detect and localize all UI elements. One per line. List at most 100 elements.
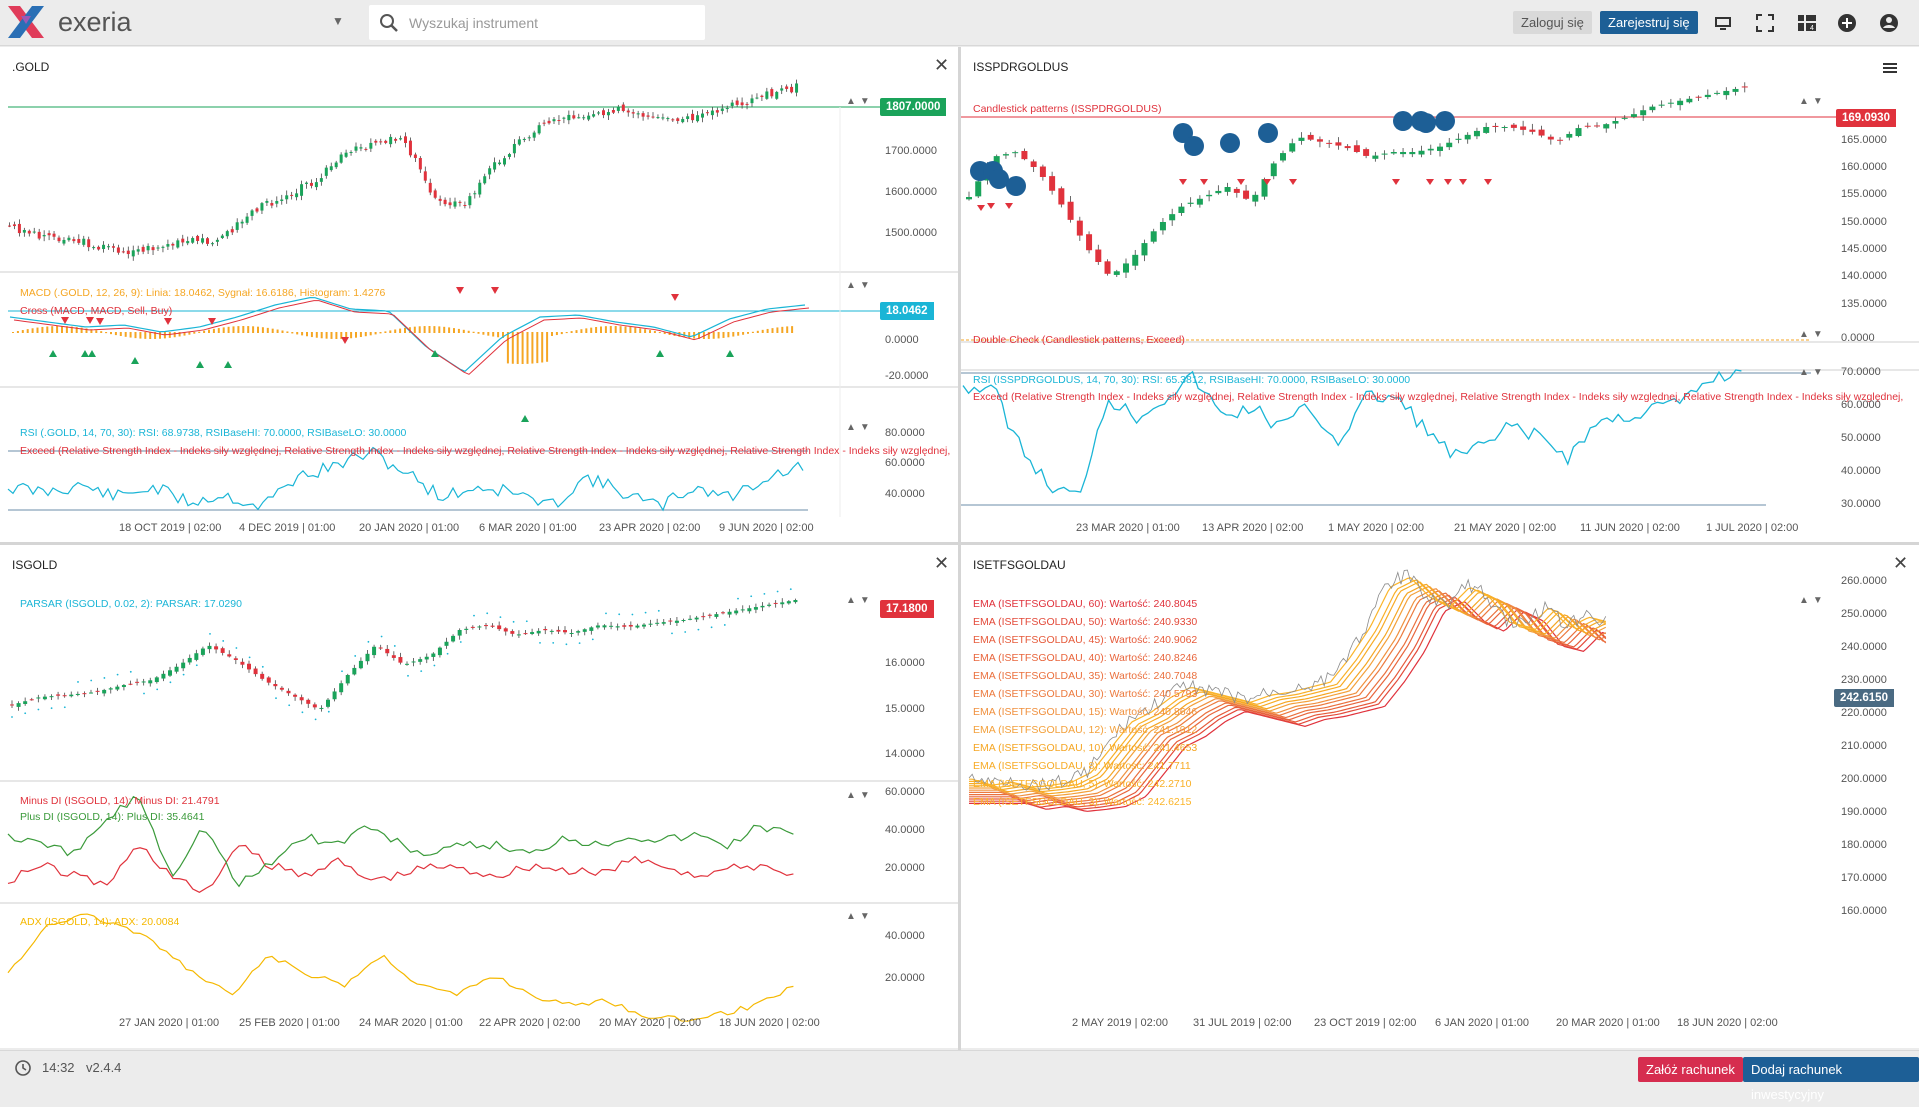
isgold-price-chart[interactable]: [0, 545, 958, 1048]
plus-di-line: [7, 795, 794, 888]
layout-grid-icon[interactable]: 4: [1796, 12, 1818, 34]
candle-body: [295, 193, 299, 198]
buy-signal-marker: [88, 350, 96, 357]
candle-body: [1437, 146, 1443, 151]
macd-histogram-bar: [222, 327, 225, 333]
menu-icon[interactable]: [1881, 61, 1899, 75]
candle-body: [358, 660, 363, 669]
close-icon[interactable]: ✕: [1893, 553, 1909, 573]
macd-histogram-bar: [565, 332, 568, 334]
macd-histogram-bar: [590, 327, 593, 333]
candle-body: [154, 677, 159, 683]
candle-body: [651, 116, 655, 118]
login-button[interactable]: Zaloguj się: [1513, 11, 1592, 34]
candle-body: [775, 91, 779, 99]
y-tick: 155.0000: [1841, 188, 1887, 200]
macd-histogram-bar: [389, 330, 392, 333]
add-investment-account-button[interactable]: Dodaj rachunek inwestycyjny: [1743, 1057, 1919, 1102]
pane-arrows[interactable]: ▲▼: [846, 280, 874, 291]
issp-price-chart[interactable]: [961, 47, 1919, 542]
parsar-dot: [275, 697, 277, 700]
candle-body: [1039, 166, 1046, 177]
search-box[interactable]: [369, 5, 705, 40]
pane-arrows[interactable]: ▲▼: [846, 911, 874, 922]
parsar-dot: [750, 595, 753, 598]
pane-arrows[interactable]: ▲▼: [846, 422, 874, 433]
add-circle-icon[interactable]: [1836, 12, 1858, 34]
chevron-down-icon[interactable]: ▼: [332, 14, 344, 28]
pane-arrows[interactable]: ▲▼: [846, 790, 874, 801]
candle-body: [438, 198, 442, 201]
sell-signal-marker: [491, 287, 499, 294]
vertical-splitter[interactable]: [958, 47, 961, 1050]
macd-histogram-bar: [482, 332, 485, 335]
pane-arrows[interactable]: ▲▼: [1799, 96, 1827, 107]
chart-panel-isetfsgoldau[interactable]: ISETFSGOLDAU ✕ EMA (ISETFSGOLDAU, 60): W…: [961, 545, 1919, 1048]
macd-histogram-bar: [413, 326, 416, 333]
macd-histogram-bar: [751, 331, 754, 333]
candle-body: [210, 243, 214, 245]
brand-name[interactable]: exeria: [58, 7, 132, 37]
candle-body: [359, 147, 363, 149]
candle-body: [166, 244, 170, 247]
candle-body: [720, 108, 724, 111]
candle-body: [326, 699, 330, 707]
candle-body: [240, 221, 244, 224]
candle-body: [437, 647, 442, 656]
pane-arrows[interactable]: ▲▼: [1799, 329, 1827, 340]
close-icon[interactable]: ✕: [934, 553, 950, 573]
candle-body: [42, 235, 46, 237]
pane-arrows[interactable]: ▲▼: [846, 595, 874, 606]
pane-arrows[interactable]: ▲▼: [1799, 367, 1827, 378]
monitor-icon[interactable]: [1712, 12, 1734, 34]
y-tick: 40.0000: [885, 488, 925, 500]
x-tick: 20 JAN 2020 | 01:00: [359, 522, 460, 534]
candle-body: [141, 246, 145, 252]
candle-body: [115, 686, 120, 690]
candle-body: [477, 626, 482, 628]
pane-arrows[interactable]: ▲▼: [1799, 595, 1827, 606]
candle-body: [319, 178, 323, 182]
macd-histogram-bar: [41, 326, 44, 333]
chart-panel-isgold[interactable]: ISGOLD ✕ PARSAR (ISGOLD, 0.02, 2): PARSA…: [0, 545, 958, 1048]
open-account-button[interactable]: Załóż rachunek: [1638, 1057, 1743, 1082]
macd-histogram-bar: [776, 327, 779, 333]
macd-histogram-bar: [747, 332, 749, 334]
horizontal-splitter[interactable]: [0, 542, 1919, 545]
exeria-logo-icon[interactable]: [6, 4, 46, 40]
rsi-legend: RSI (ISSPDRGOLDUS, 14, 70, 30): RSI: 65.…: [973, 374, 1411, 386]
y-tick: 1500.0000: [885, 227, 937, 239]
macd-histogram-bar: [56, 326, 59, 333]
ema-legend-item: EMA (ISETFSGOLDAU, 3): Wartość: 242.6215: [973, 796, 1192, 808]
sell-signal-marker: [1005, 203, 1013, 209]
candle-body: [433, 190, 437, 198]
macd-histogram-bar: [742, 332, 745, 335]
user-account-icon[interactable]: [1878, 12, 1900, 34]
candle-body: [569, 633, 574, 634]
candle-body: [384, 140, 388, 143]
candle-body: [255, 208, 259, 212]
candle-body: [215, 239, 219, 242]
parsar-dot: [539, 641, 541, 644]
gold-rsi-line: [7, 446, 804, 512]
isetf-ema-chart[interactable]: [961, 545, 1919, 1048]
fullscreen-icon[interactable]: [1754, 12, 1776, 34]
parsar-dot: [512, 620, 515, 623]
candle-body: [1289, 143, 1296, 152]
search-input[interactable]: [409, 5, 699, 40]
macd-histogram-bar: [781, 326, 784, 333]
pane-arrows[interactable]: ▲▼: [846, 96, 874, 107]
macd-histogram-bar: [688, 332, 691, 339]
gold-price-chart[interactable]: [0, 47, 958, 542]
parsar-dot: [103, 677, 106, 679]
close-icon[interactable]: ✕: [934, 55, 950, 75]
chart-panel-isspdrgoldus[interactable]: ISSPDRGOLDUS Candlestick patterns (ISSPD…: [961, 47, 1919, 542]
candle-body: [642, 624, 646, 627]
last-price-badge: 1807.0000: [880, 98, 947, 116]
chart-panel-gold[interactable]: .GOLD ✕ 1807.0000 1700.0000 1600.0000 15…: [0, 47, 958, 542]
candle-body: [29, 699, 34, 701]
y-tick: 50.0000: [1841, 432, 1881, 444]
candle-body: [622, 625, 627, 627]
register-button[interactable]: Zarejestruj się: [1600, 11, 1698, 34]
candle-body: [128, 683, 133, 685]
